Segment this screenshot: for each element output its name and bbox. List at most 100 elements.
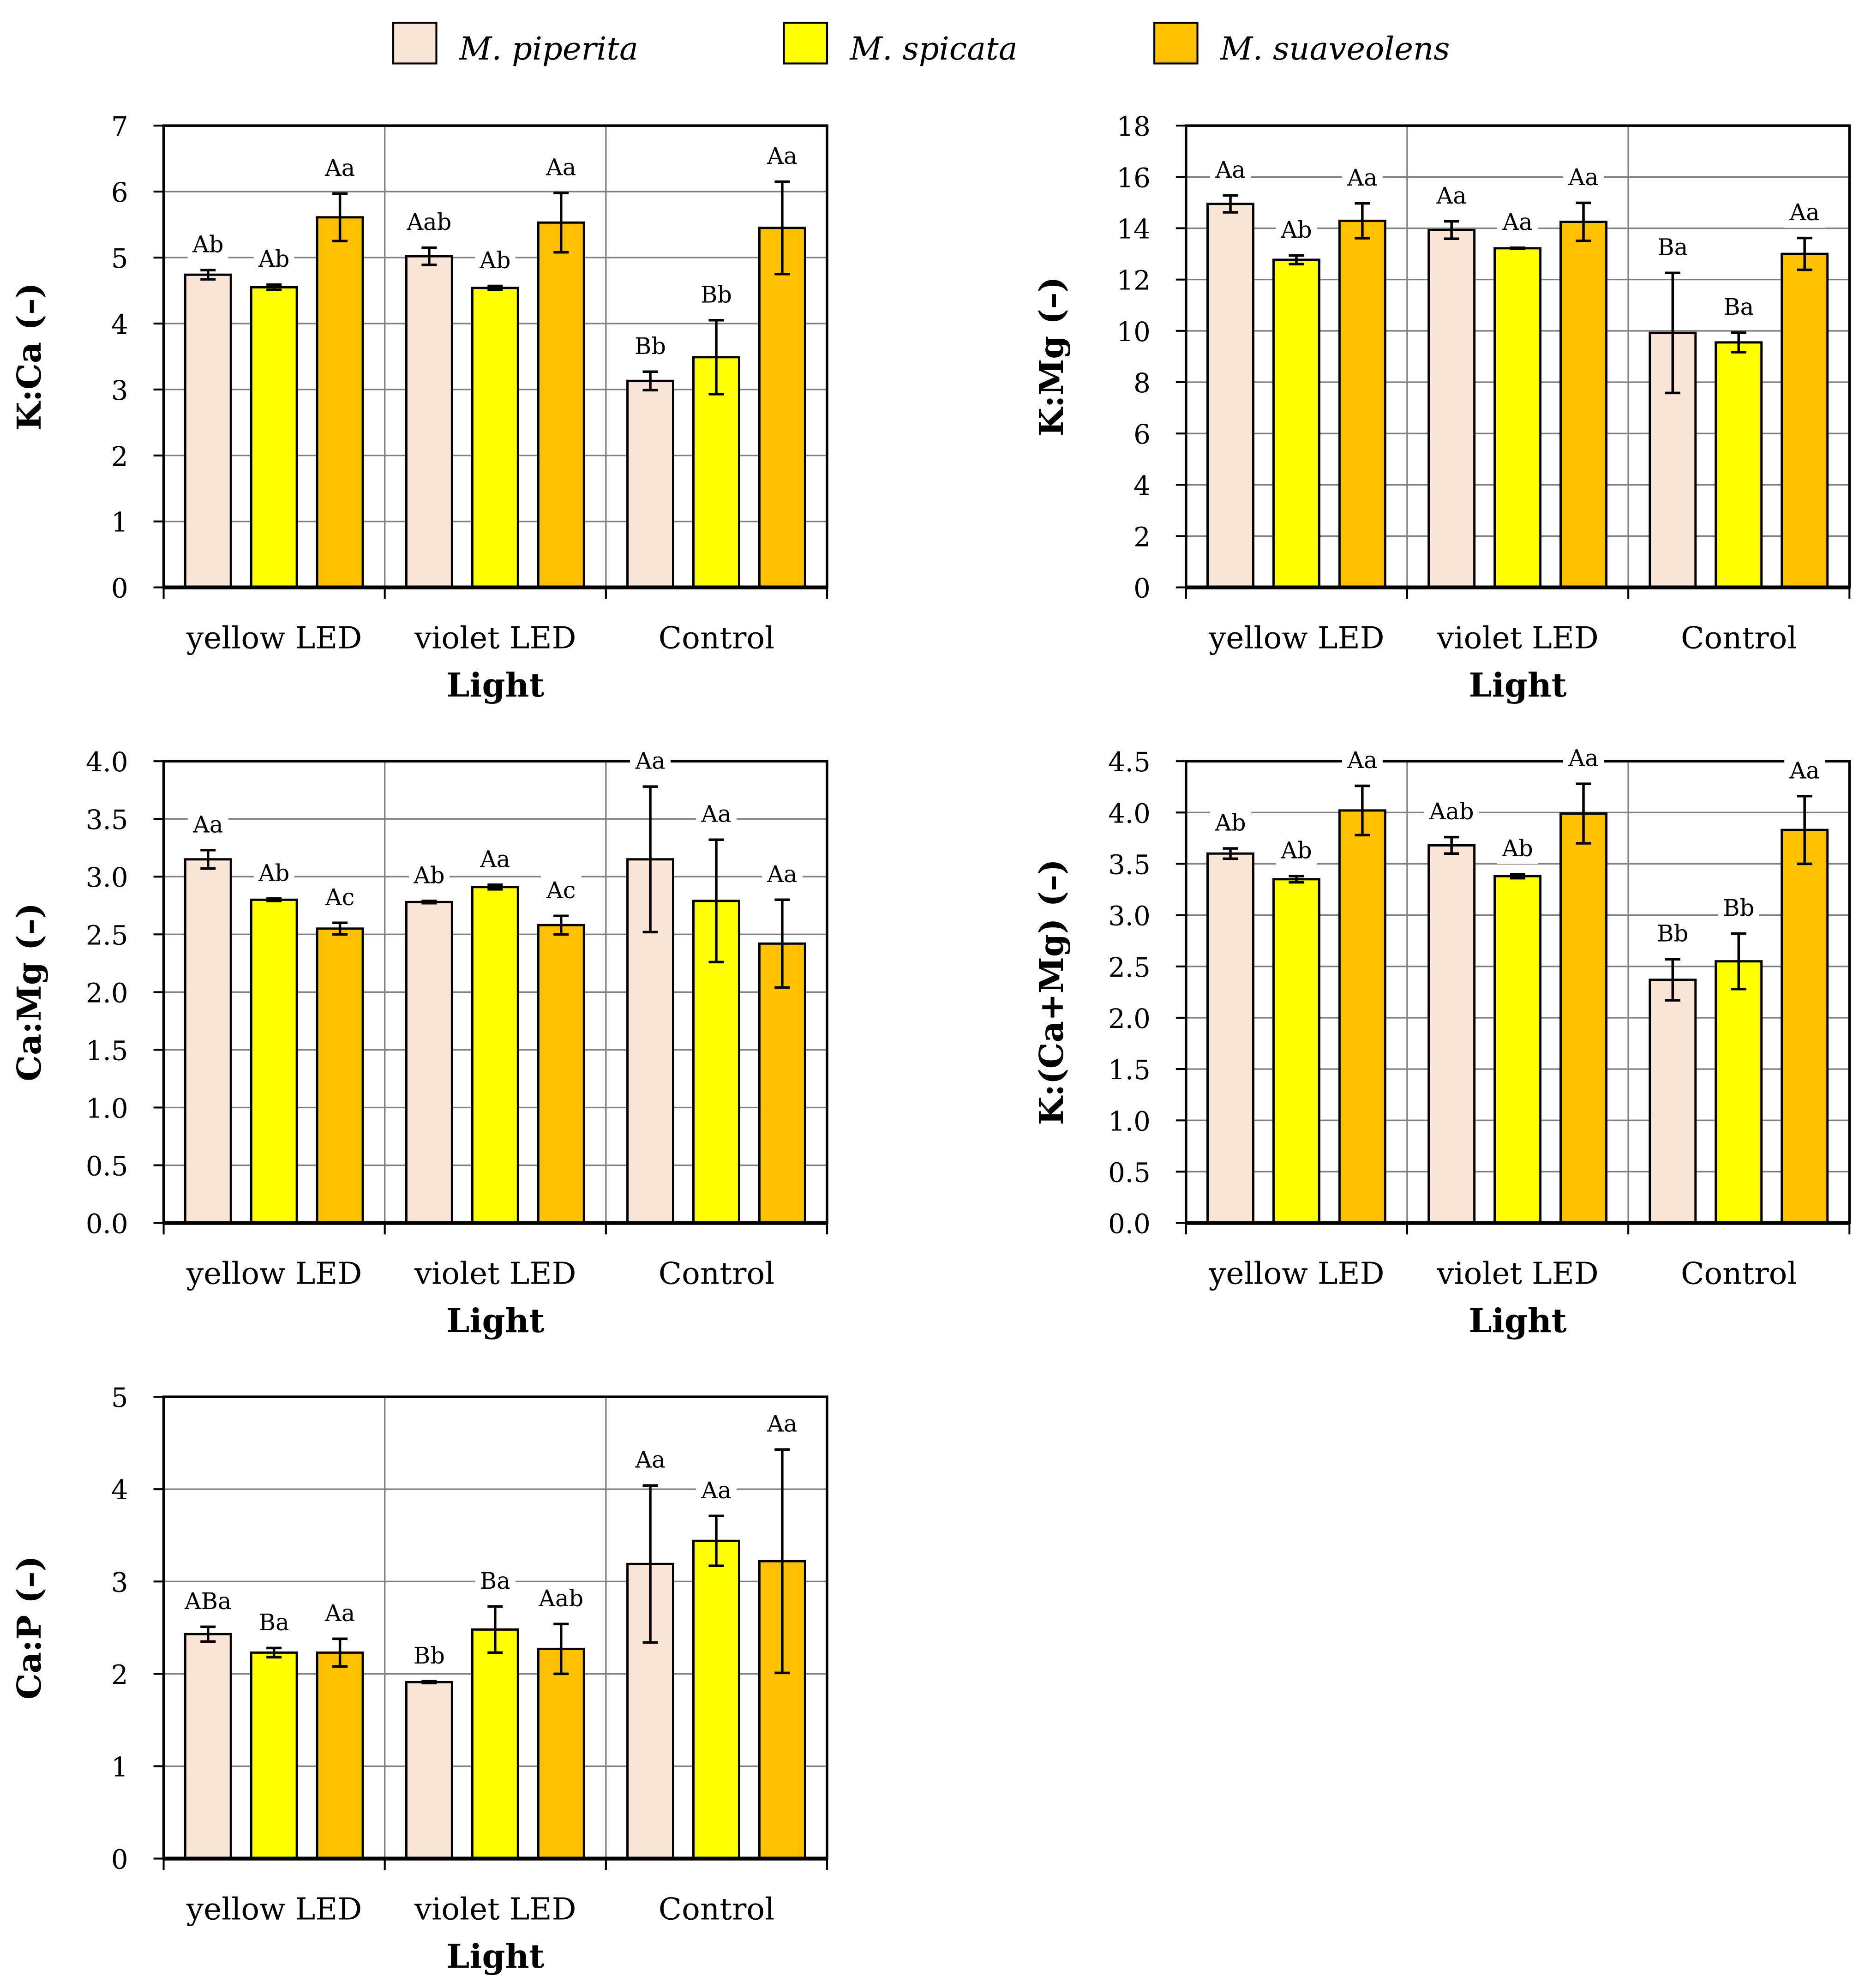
y-tick-label: 1.0 <box>86 1093 128 1124</box>
letter-bg <box>474 245 516 276</box>
y-tick-label: 8 <box>1133 367 1151 399</box>
letter-bg <box>1497 207 1538 238</box>
y-tick-label: 4.5 <box>1108 746 1151 778</box>
y-tick-label: 0 <box>1133 573 1151 604</box>
letter-bg <box>696 799 737 830</box>
y-tick-label: 2.5 <box>1108 952 1151 983</box>
letter-bg <box>762 1409 803 1440</box>
letter-bg <box>1784 197 1825 228</box>
y-tick-label: 4 <box>111 309 128 340</box>
letter-bg <box>534 1583 588 1614</box>
significance-letter: Aa <box>1789 757 1820 784</box>
y-tick-label: 4 <box>1133 470 1151 501</box>
letter-bg <box>630 1445 671 1476</box>
significance-letter: Aa <box>1568 164 1598 191</box>
chart-panel-4: 0.0 0.5 1.0 1.5 2.0 2.5 3.0 3.5 4.0 4.5 Ab Aab Bb Ab A… <box>1032 743 1851 1340</box>
significance-letter: Aa <box>1347 747 1377 774</box>
letter-bg <box>1276 215 1317 246</box>
x-category-label: violet LED <box>414 620 576 656</box>
y-tick-label: 5 <box>111 1382 128 1413</box>
y-tick-label: 2 <box>111 441 128 472</box>
bar <box>537 221 585 589</box>
y-tick-label: 2.0 <box>86 977 128 1009</box>
y-tick-label: 3 <box>111 1567 128 1598</box>
significance-letter: Ab <box>1214 810 1246 836</box>
bar <box>1559 812 1607 1225</box>
letter-bg <box>1718 292 1759 323</box>
letter-bg <box>408 860 450 891</box>
significance-letter: ABa <box>184 1588 232 1615</box>
letter-bg <box>630 746 671 777</box>
significance-letter: Ba <box>1723 294 1754 320</box>
bar <box>471 886 519 1225</box>
letter-bg <box>474 1566 516 1597</box>
significance-letter: Ab <box>1280 216 1312 243</box>
significance-letter: Aa <box>1502 209 1532 235</box>
significance-letter: Aa <box>1215 156 1245 183</box>
bar <box>692 1539 740 1860</box>
y-axis-title: Ca:P (–) <box>10 1556 48 1700</box>
letter-bg <box>253 244 294 275</box>
x-category-label: violet LED <box>1436 620 1598 656</box>
x-category-label: Control <box>659 1256 774 1291</box>
letter-bg <box>1718 893 1759 924</box>
significance-letter: Ab <box>192 231 223 258</box>
x-category-label: yellow LED <box>1208 620 1384 656</box>
bar <box>405 255 453 589</box>
y-axis-title: Ca:Mg (–) <box>10 903 48 1081</box>
y-tick-label: 6 <box>1133 419 1151 450</box>
bar <box>1493 247 1542 589</box>
bar <box>184 858 232 1225</box>
y-tick-label: 3.0 <box>86 862 128 893</box>
bar <box>316 216 364 589</box>
significance-letter: Aa <box>324 1600 355 1627</box>
significance-letter: Aa <box>1347 164 1377 191</box>
bar <box>405 901 453 1225</box>
chart-panel-5: 0 1 2 3 4 5 ABa Bb Aa Ba Ba Aa Aa Aab Aa yellow LED viol… <box>10 1382 828 1976</box>
significance-letter: Aa <box>701 1477 731 1504</box>
bar <box>184 1633 232 1860</box>
significance-letter: Aab <box>538 1585 583 1612</box>
letter-bg <box>540 152 582 183</box>
y-tick-label: 3.5 <box>1108 849 1151 880</box>
x-category-label: Control <box>1681 1256 1797 1291</box>
significance-letter: Bb <box>1657 920 1688 947</box>
bar <box>405 1681 453 1860</box>
y-tick-label: 1.5 <box>1108 1054 1151 1086</box>
significance-letter: Ba <box>259 1609 289 1636</box>
x-axis-title: Light <box>446 1301 544 1340</box>
x-axis-title: Light <box>1469 1301 1566 1340</box>
y-tick-label: 0.0 <box>86 1208 128 1240</box>
significance-letter: Aa <box>767 143 797 169</box>
significance-letter: Bb <box>1723 895 1754 921</box>
x-category-label: Control <box>1681 620 1797 656</box>
bar <box>1272 258 1320 589</box>
significance-letter: Aa <box>324 155 355 181</box>
significance-letter: Ab <box>1280 837 1312 864</box>
y-tick-label: 0.0 <box>1108 1208 1151 1240</box>
y-tick-label: 2.0 <box>1108 1003 1151 1034</box>
bar <box>1206 203 1254 589</box>
bar <box>250 1651 298 1860</box>
bar <box>184 273 232 589</box>
letter-bg <box>408 1640 450 1671</box>
significance-letter: Aa <box>480 846 510 872</box>
y-axis-title: K:Mg (–) <box>1032 277 1071 437</box>
x-category-label: Control <box>659 620 774 656</box>
y-tick-label: 2 <box>111 1659 128 1690</box>
bar <box>471 1628 519 1860</box>
y-tick-label: 1 <box>111 507 128 538</box>
significance-letter: Aa <box>635 1447 665 1473</box>
bar <box>537 924 585 1225</box>
legend-swatch-piperita <box>392 22 438 65</box>
bar <box>1427 228 1476 589</box>
significance-letter: Aab <box>406 209 451 235</box>
significance-letter: Ab <box>258 859 289 886</box>
bar <box>250 898 298 1225</box>
chart-panel-1: 0 1 2 3 4 5 6 7 Ab Aab Bb Ab Ab Bb Aa Aa Aa yellow LED vio… <box>10 111 828 704</box>
letter-bg <box>1563 162 1604 193</box>
letter-bg <box>1563 743 1604 774</box>
letter-bg <box>1342 162 1383 193</box>
y-tick-label: 0.5 <box>86 1151 128 1182</box>
